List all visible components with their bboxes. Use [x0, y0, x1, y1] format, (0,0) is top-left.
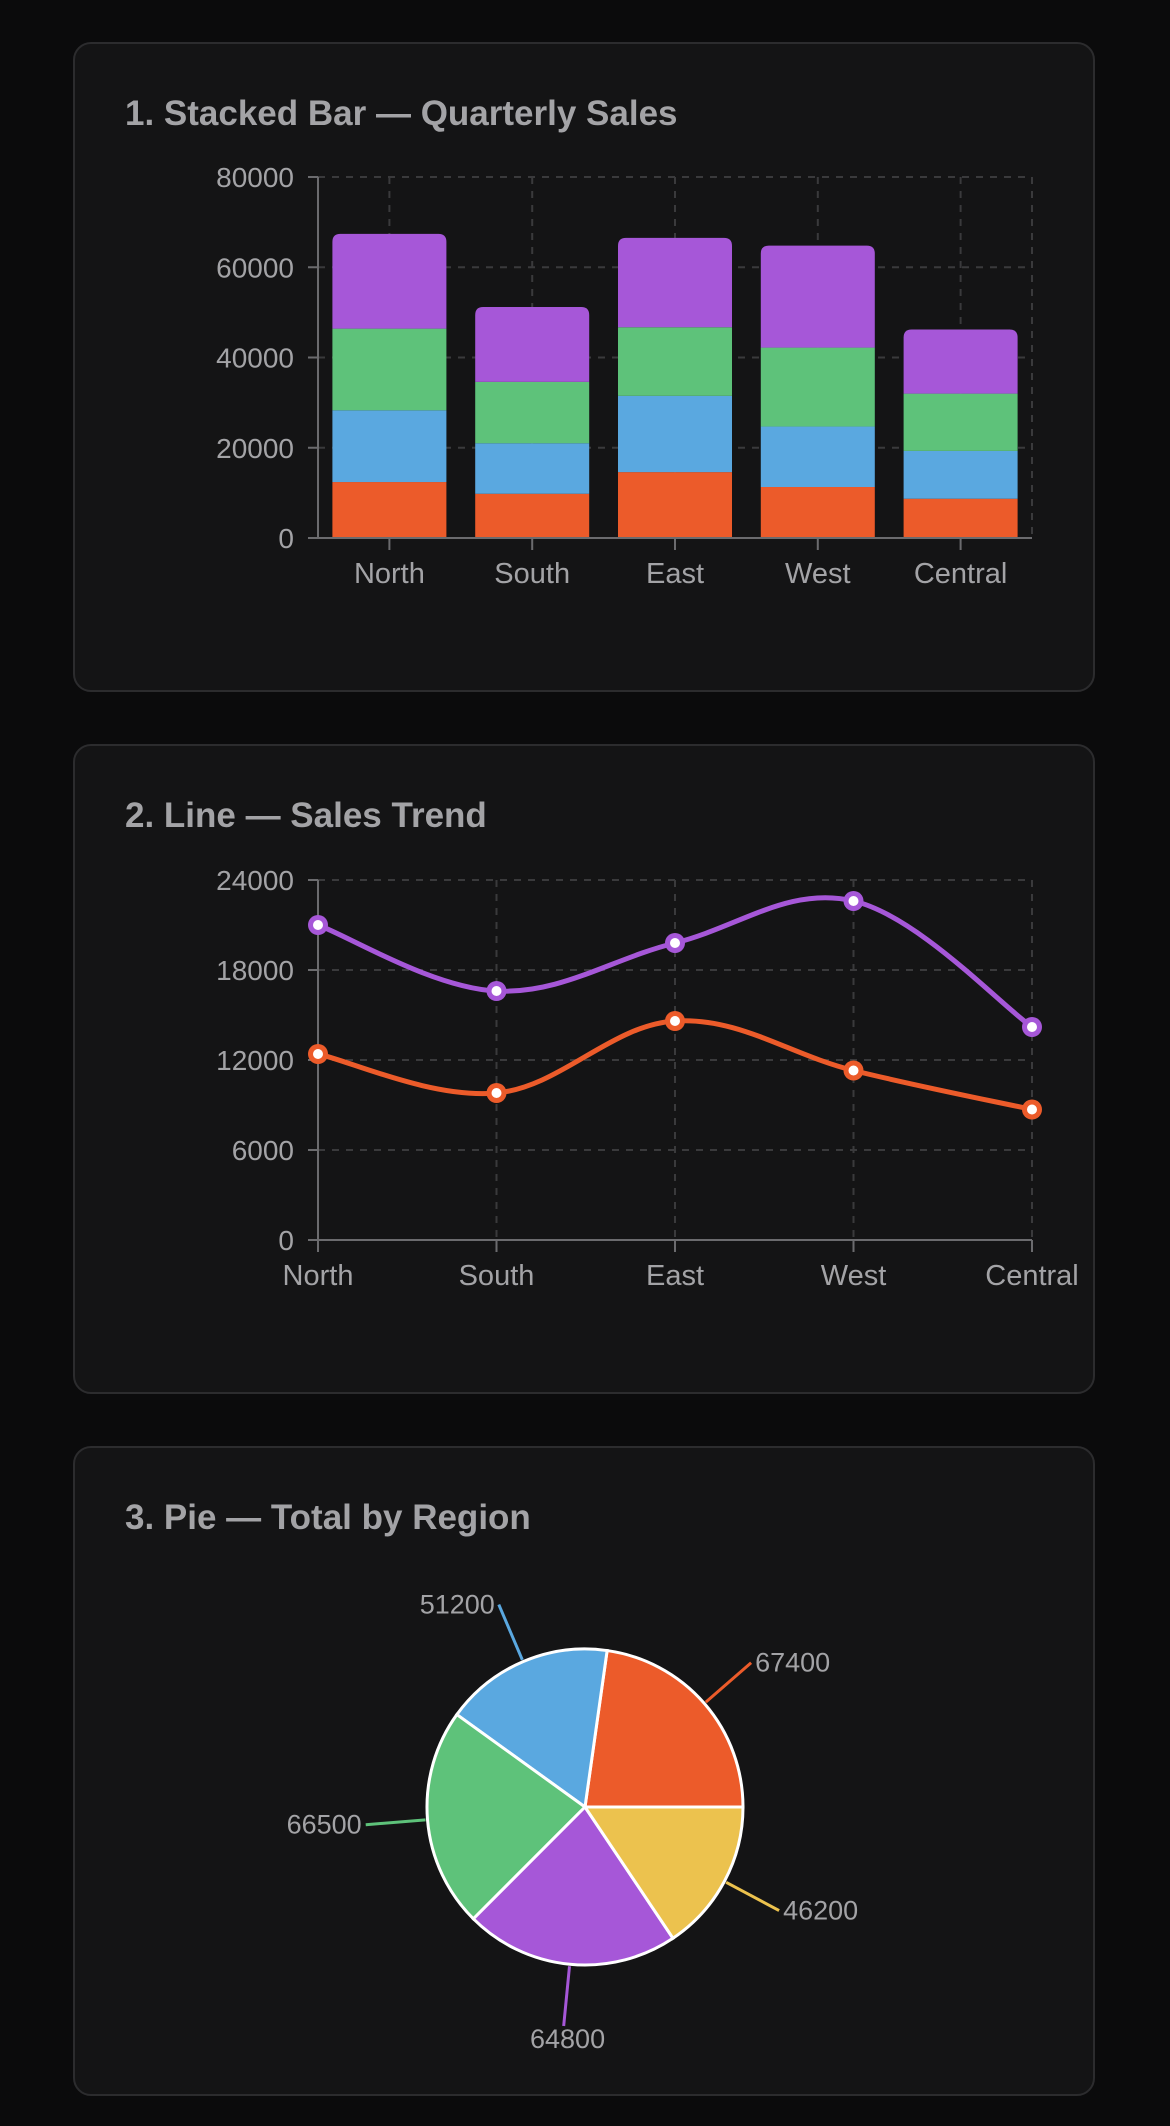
stacked-bar-title: 1. Stacked Bar — Quarterly Sales	[125, 94, 678, 133]
pie-chart-title: 3. Pie — Total by Region	[125, 1498, 531, 1537]
stacked-bar-card: 1. Stacked Bar — Quarterly Sales	[73, 42, 1095, 692]
pie-chart-card: 3. Pie — Total by Region	[73, 1446, 1095, 2096]
line-chart-title: 2. Line — Sales Trend	[125, 796, 487, 835]
line-chart-card: 2. Line — Sales Trend	[73, 744, 1095, 1394]
